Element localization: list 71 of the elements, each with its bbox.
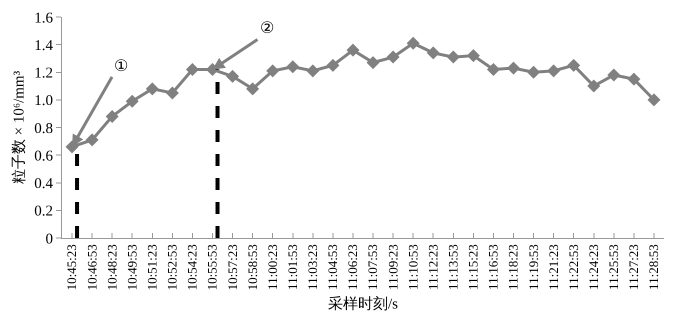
x-axis-title: 采样时刻/s: [328, 295, 398, 312]
x-tick-label: 11:19:53: [526, 244, 541, 290]
x-tick-label: 10:54:23: [184, 244, 200, 290]
x-tick-label: 10:52:53: [164, 244, 180, 290]
point: [426, 46, 440, 60]
x-tick-label: 11:25:53: [606, 244, 622, 290]
y-tick-label: 0.2: [34, 204, 53, 220]
point: [266, 64, 280, 78]
point: [326, 58, 340, 72]
x-tick-label: 11:06:23: [345, 244, 360, 290]
point: [547, 64, 560, 78]
point: [246, 82, 260, 96]
x-tick-label: 11:28:53: [646, 244, 662, 290]
x-tick-label: 11:07:53: [365, 244, 380, 290]
point: [226, 70, 240, 83]
x-tick-label: 10:49:53: [124, 244, 140, 290]
point: [466, 49, 480, 62]
x-tick-label: 11:13:53: [446, 244, 461, 290]
x-tick-label: 11:10:53: [405, 244, 420, 290]
x-tick-label: 11:03:23: [305, 244, 320, 290]
x-tick-label: 11:18:23: [506, 244, 521, 290]
x-tick-label: 11:09:23: [385, 244, 400, 290]
annotation: ①: [114, 58, 128, 75]
y-tick-label: 1.0: [34, 93, 53, 110]
x-tick-label: 10:45:23: [64, 244, 80, 290]
point: [306, 64, 320, 78]
y-axis-title: 粒子数 × 10⁶/mm³: [12, 70, 28, 184]
y-tick-label: 0.6: [34, 148, 54, 164]
point: [146, 82, 159, 96]
point: [486, 62, 500, 76]
x-tick-label: 10:48:23: [104, 244, 120, 290]
x-tick-label: 10:46:53: [84, 244, 100, 290]
x-tick-label: 10:58:53: [244, 244, 260, 290]
point: [587, 80, 600, 93]
point: [346, 44, 360, 57]
y-tick-label: 1.6: [34, 10, 54, 26]
point: [507, 62, 520, 75]
point: [386, 50, 400, 64]
x-tick-label: 11:15:23: [466, 244, 481, 290]
point: [567, 58, 580, 72]
point: [446, 50, 460, 64]
point: [126, 94, 139, 108]
x-tick-label: 11:24:23: [586, 244, 601, 290]
point: [647, 93, 660, 106]
y-tick-label: 1.2: [34, 66, 53, 82]
x-tick-label: 11:00:23: [264, 244, 280, 290]
point: [607, 68, 620, 82]
x-tick-label: 10:55:53: [204, 244, 220, 290]
point: [86, 133, 99, 146]
x-tick-label: 11:21:23: [546, 244, 561, 290]
x-tick-label: 11:04:53: [325, 244, 340, 290]
x-tick-label: 11:01:53: [284, 244, 300, 290]
point: [186, 62, 199, 76]
point: [166, 86, 179, 100]
x-tick-label: 10:57:23: [224, 244, 240, 290]
y-tick-label: 0.4: [34, 176, 54, 192]
annotation: ②: [260, 20, 274, 37]
point: [406, 36, 420, 50]
y-tick-label: 0: [46, 231, 53, 248]
x-tick-label: 11:16:53: [486, 244, 501, 290]
point: [286, 60, 300, 74]
point: [366, 56, 380, 70]
x-tick-label: 11:22:53: [566, 244, 581, 290]
x-tick-label: 11:12:23: [425, 244, 440, 290]
point: [527, 66, 540, 79]
x-tick-label: 11:27:23: [626, 244, 642, 290]
y-tick-label: 0.8: [34, 120, 53, 137]
point: [627, 72, 640, 86]
y-tick-label: 1.4: [34, 38, 54, 54]
x-tick-label: 10:51:23: [144, 244, 160, 290]
point: [106, 110, 119, 123]
